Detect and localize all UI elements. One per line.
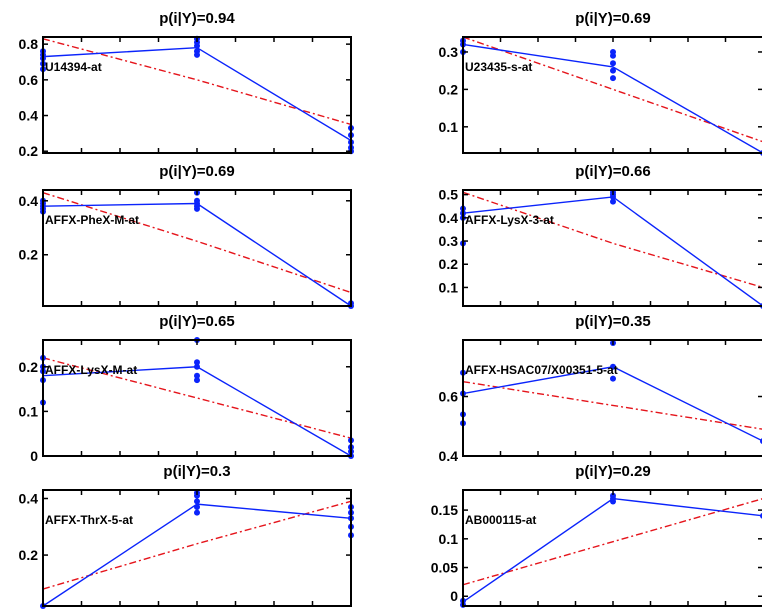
y-tick-label: 0.1 xyxy=(439,531,459,547)
trend-line xyxy=(462,498,762,586)
chart-title: p(i|Y)=0.69 xyxy=(575,10,650,27)
y-tick-label: 0 xyxy=(30,448,38,464)
y-tick-label: 0.4 xyxy=(439,448,459,464)
axes-frame xyxy=(462,489,762,607)
chart-title: p(i|Y)=0.69 xyxy=(159,163,234,180)
data-point xyxy=(194,377,200,384)
trend-line xyxy=(42,192,352,294)
trend-line xyxy=(42,357,352,439)
data-point xyxy=(610,198,616,205)
y-tick-label: 0.2 xyxy=(19,359,39,375)
y-tick-label: 0 xyxy=(450,588,458,604)
y-tick-label: 0.4 xyxy=(439,210,459,226)
chart-title: p(i|Y)=0.35 xyxy=(575,313,650,330)
chart-panel: p(i|Y)=0.69 0.2 0.4 AFFX-PheX-M-at xyxy=(19,163,354,309)
mean-line xyxy=(462,43,762,154)
y-tick-label: 0.5 xyxy=(439,187,459,203)
y-tick-label: 0.2 xyxy=(19,247,39,263)
chart-panel: p(i|Y)=0.94 0.2 0.4 0.6 0.8 U14394-at xyxy=(19,10,354,159)
y-tick-label: 0.8 xyxy=(19,36,39,52)
gene-annotation: AFFX-HSAC07/X00351-5-at xyxy=(465,363,618,377)
y-tick-label: 0.4 xyxy=(19,490,39,506)
y-tick-label: 0.6 xyxy=(19,72,39,88)
chart-title: p(i|Y)=0.29 xyxy=(575,463,650,480)
trend-line xyxy=(462,380,762,430)
data-point xyxy=(610,67,616,74)
data-point xyxy=(194,372,200,379)
y-tick-label: 0.05 xyxy=(431,560,458,576)
y-tick-label: 0.1 xyxy=(19,403,39,419)
data-point xyxy=(610,48,616,55)
gene-annotation: AFFX-LysX-3-at xyxy=(465,213,554,227)
chart-panel: p(i|Y)=0.66 0.1 0.2 0.3 0.4 0.5 AFFX-LysX-3-at xyxy=(439,163,762,309)
chart-panel: p(i|Y)=0.69 0.1 0.2 0.3 U23435-s-at xyxy=(439,10,762,156)
chart-panel: p(i|Y)=0.3 0.2 0.4 AFFX-ThrX-5-at xyxy=(19,463,354,609)
y-tick-label: 0.6 xyxy=(439,389,459,405)
gene-annotation: AB000115-at xyxy=(465,513,536,527)
y-tick-label: 0.3 xyxy=(439,233,459,249)
y-tick-label: 0.1 xyxy=(439,279,459,295)
gene-annotation: AFFX-ThrX-5-at xyxy=(45,513,133,527)
axes-frame xyxy=(462,339,762,457)
y-tick-label: 0.2 xyxy=(19,143,39,159)
chart-panel: p(i|Y)=0.65 0 0.1 0.2 AFFX-LysX-M-at xyxy=(19,313,354,464)
y-tick-label: 0.4 xyxy=(19,193,39,209)
trend-line xyxy=(42,500,352,590)
y-tick-label: 0.3 xyxy=(439,44,459,60)
chart-panel: p(i|Y)=0.35 0.4 0.6 AFFX-HSAC07/X00351-5-at xyxy=(439,313,762,464)
chart-title: p(i|Y)=0.3 xyxy=(163,463,230,480)
y-tick-label: 0.1 xyxy=(439,119,459,135)
y-tick-label: 0.15 xyxy=(431,502,458,518)
chart-title: p(i|Y)=0.66 xyxy=(575,163,650,180)
y-tick-label: 0.2 xyxy=(19,547,39,563)
chart-panel: p(i|Y)=0.29 0 0.05 0.1 0.15 AB000115-at xyxy=(431,463,762,608)
chart-title: p(i|Y)=0.94 xyxy=(159,10,235,27)
data-point xyxy=(610,75,616,82)
y-tick-label: 0.2 xyxy=(439,81,459,97)
gene-annotation: U14394-at xyxy=(45,60,102,74)
gene-annotation: AFFX-LysX-M-at xyxy=(45,363,137,377)
data-point xyxy=(194,509,200,516)
data-point xyxy=(194,359,200,366)
data-point xyxy=(610,60,616,67)
gene-annotation: U23435-s-at xyxy=(465,60,532,74)
data-point xyxy=(194,197,200,204)
y-tick-label: 0.4 xyxy=(19,108,39,124)
gene-annotation: AFFX-PheX-M-at xyxy=(45,213,139,227)
data-point xyxy=(610,492,616,499)
data-point xyxy=(194,48,200,55)
data-point xyxy=(194,498,200,505)
data-point xyxy=(610,363,616,370)
y-tick-label: 0.2 xyxy=(439,256,459,272)
data-point xyxy=(194,363,200,370)
axes-frame xyxy=(42,339,352,457)
data-point xyxy=(194,503,200,510)
chart-title: p(i|Y)=0.65 xyxy=(159,313,234,330)
data-point xyxy=(610,375,616,382)
